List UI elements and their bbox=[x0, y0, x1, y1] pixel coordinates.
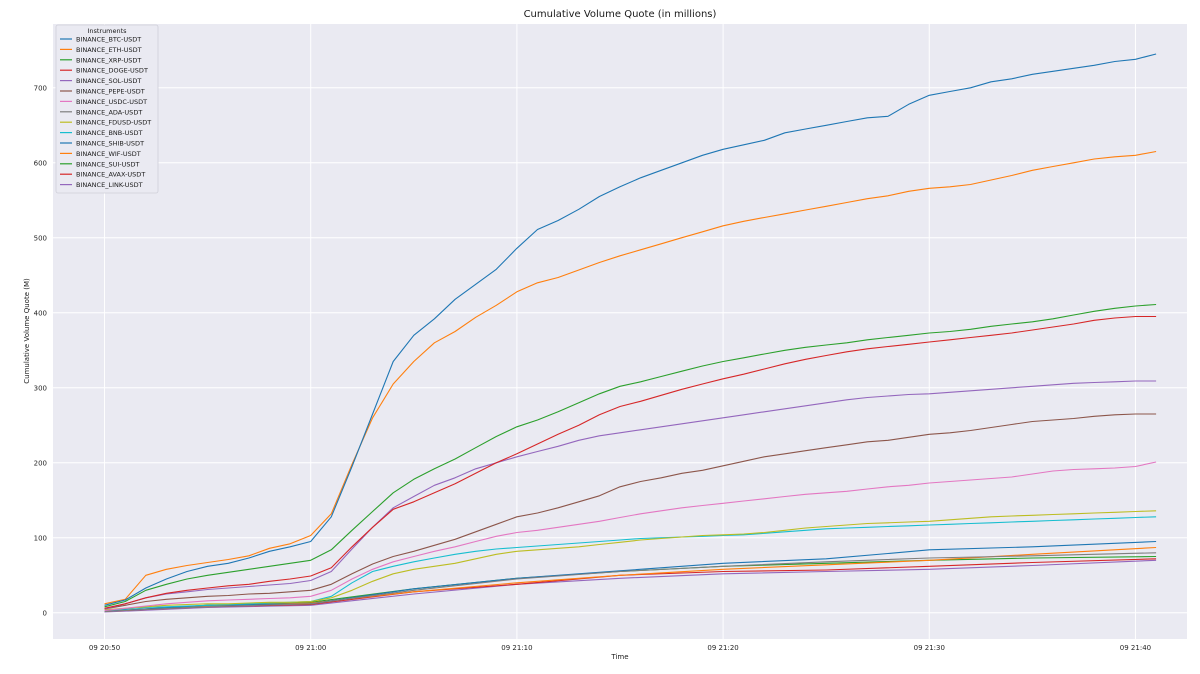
legend-entry: BINANCE_DOGE-USDT bbox=[76, 67, 148, 75]
y-tick-label: 0 bbox=[43, 609, 47, 617]
legend-entry: BINANCE_SUI-USDT bbox=[76, 160, 139, 168]
legend-entry: BINANCE_AVAX-USDT bbox=[76, 171, 145, 179]
y-axis-ticks: 0 100 200 300 400 500 600 700 bbox=[34, 84, 47, 617]
legend-title: Instruments bbox=[87, 27, 127, 35]
legend-entry: BINANCE_USDC-USDT bbox=[76, 98, 147, 106]
series-line-binance-btc-usdt bbox=[104, 53, 1157, 606]
y-axis-label: Cumulative Volume Quote (M) bbox=[23, 278, 31, 384]
y-tick-label: 300 bbox=[34, 384, 47, 392]
y-tick-label: 200 bbox=[34, 459, 47, 467]
x-axis-label: Time bbox=[610, 653, 628, 661]
legend-entry: BINANCE_ADA-USDT bbox=[76, 108, 142, 116]
series-line-binance-ada-usdt bbox=[104, 552, 1157, 612]
series-line-binance-usdc-usdt bbox=[104, 461, 1157, 612]
legend-entry: BINANCE_ETH-USDT bbox=[76, 46, 142, 54]
series-line-binance-pepe-usdt bbox=[104, 413, 1157, 610]
legend-entry: BINANCE_BNB-USDT bbox=[76, 129, 142, 137]
series-line-binance-xrp-usdt bbox=[104, 303, 1157, 608]
series-line-binance-fdusd-usdt bbox=[104, 510, 1157, 611]
x-tick-label: 09 21:10 bbox=[501, 644, 532, 652]
x-tick-label: 09 21:20 bbox=[707, 644, 738, 652]
legend-entry: BINANCE_SOL-USDT bbox=[76, 77, 141, 85]
series-line-binance-doge-usdt bbox=[104, 315, 1157, 609]
legend-entry: BINANCE_FDUSD-USDT bbox=[76, 119, 151, 127]
legend-entry: BINANCE_PEPE-USDT bbox=[76, 88, 145, 96]
legend-entry: BINANCE_LINK-USDT bbox=[76, 181, 143, 189]
x-tick-label: 09 21:30 bbox=[914, 644, 945, 652]
y-tick-label: 700 bbox=[34, 84, 47, 92]
series-line-binance-eth-usdt bbox=[104, 150, 1157, 605]
series-lines bbox=[104, 53, 1157, 613]
y-tick-label: 600 bbox=[34, 159, 47, 167]
legend-entry: BINANCE_SHIB-USDT bbox=[76, 140, 144, 148]
chart-title: Cumulative Volume Quote (in millions) bbox=[524, 9, 717, 20]
x-axis-ticks: 09 20:50 09 21:00 09 21:10 09 21:20 09 21:30… bbox=[89, 644, 1151, 652]
x-tick-label: 09 21:00 bbox=[295, 644, 326, 652]
y-tick-label: 400 bbox=[34, 309, 47, 317]
y-tick-label: 500 bbox=[34, 234, 47, 242]
x-tick-label: 09 20:50 bbox=[89, 644, 120, 652]
legend-entry: BINANCE_WIF-USDT bbox=[76, 150, 141, 158]
legend-box bbox=[55, 24, 159, 194]
plot-area bbox=[53, 24, 1187, 639]
legend-entry: BINANCE_BTC-USDT bbox=[76, 36, 141, 44]
series-line-binance-link-usdt bbox=[104, 559, 1157, 613]
legend: Instruments BINANCE_BTC-USDT BINANCE_ETH-… bbox=[55, 24, 159, 194]
x-tick-label: 09 21:40 bbox=[1120, 644, 1151, 652]
legend-entry: BINANCE_XRP-USDT bbox=[76, 56, 141, 64]
y-tick-label: 100 bbox=[34, 534, 47, 542]
series-line-binance-sol-usdt bbox=[104, 380, 1157, 610]
